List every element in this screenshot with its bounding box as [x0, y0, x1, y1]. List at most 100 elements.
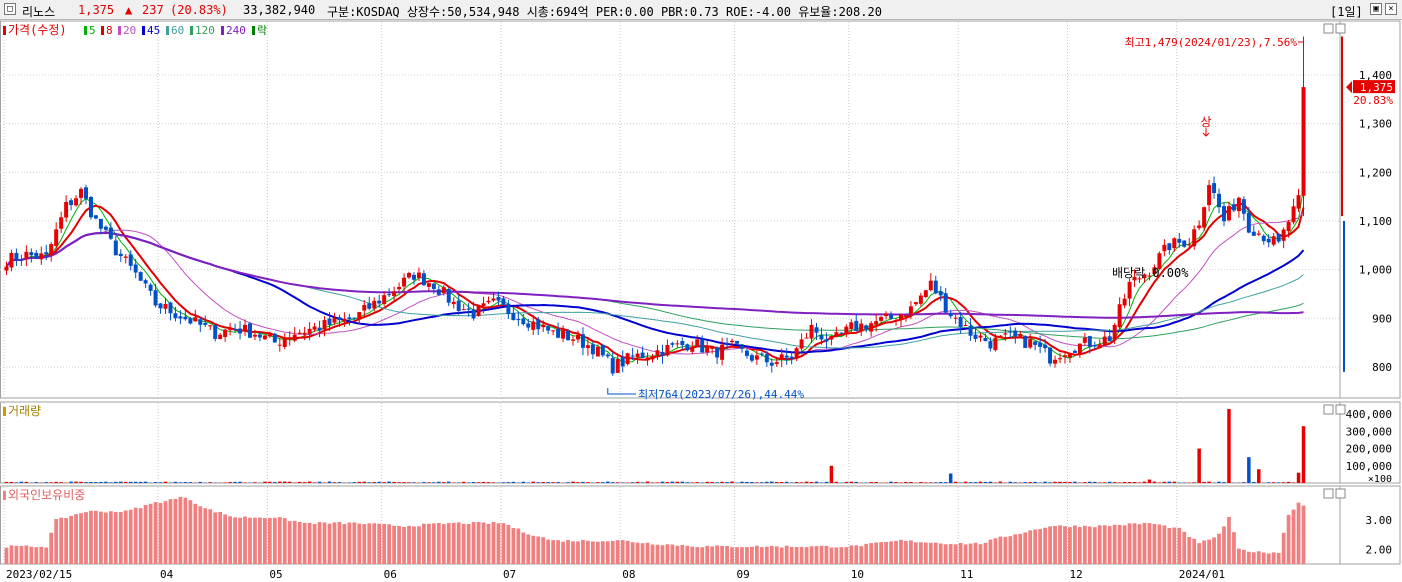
foreign-bar [238, 517, 242, 564]
foreign-bar [764, 546, 769, 564]
candle [819, 327, 824, 345]
candle-body [257, 334, 262, 338]
volume-bar [486, 482, 491, 483]
volume-bar [934, 482, 938, 483]
candle-body [829, 336, 834, 340]
foreign-bar [1048, 526, 1052, 564]
volume-bar [133, 481, 138, 483]
candle [272, 332, 277, 343]
volume-bar [615, 482, 620, 483]
pane-maximize-icon[interactable] [1323, 404, 1334, 415]
volume-bar [367, 482, 371, 483]
maximize-icon[interactable]: ▣ [1370, 3, 1382, 15]
candle [963, 320, 968, 326]
candle [665, 339, 670, 357]
candle-body [660, 351, 665, 357]
candle-body [143, 280, 148, 284]
close-icon[interactable]: × [1385, 3, 1397, 15]
candle [1092, 341, 1097, 350]
pane-close-icon[interactable] [1335, 23, 1346, 34]
candle-body [928, 280, 933, 291]
price-tick-label: 1,400 [1359, 69, 1392, 82]
candle [1062, 352, 1067, 364]
legend-marker [84, 26, 87, 35]
candle [1132, 269, 1137, 288]
foreign-bar [362, 524, 367, 564]
volume-bar [1152, 481, 1157, 483]
foreign-bar [834, 547, 839, 564]
foreign-bar [402, 526, 406, 564]
candle-body [1226, 206, 1231, 221]
volume-bar [1117, 482, 1122, 483]
candle [585, 338, 590, 356]
foreign-bar [1018, 533, 1023, 564]
legend-marker [101, 26, 104, 35]
volume-bar [297, 481, 302, 483]
ma-240-line [5, 231, 1304, 319]
volume-bar [447, 481, 451, 483]
volume-bar [476, 482, 481, 483]
candle-body [854, 320, 859, 331]
foreign-bar [799, 546, 804, 564]
foreign-bar [476, 521, 481, 564]
foreign-bar [1237, 548, 1241, 564]
candle-body [337, 317, 342, 321]
candle [774, 359, 779, 367]
candle [1226, 201, 1231, 222]
low-arrow-icon [607, 388, 636, 395]
volume-bar [943, 482, 948, 483]
candle [54, 222, 59, 253]
foreign-bar [750, 546, 754, 564]
annotations: 최고1,479(2024/01/23),7.56% 최저764(2023/07/2… [607, 36, 1305, 401]
candle [521, 313, 526, 326]
foreign-bar [263, 518, 267, 564]
candle-body [1142, 274, 1147, 279]
foreign-bar [759, 547, 764, 564]
volume-bar [665, 482, 670, 483]
candle [854, 314, 859, 332]
pane-maximize-icon[interactable] [1323, 23, 1334, 34]
pane-close-icon[interactable] [1335, 488, 1346, 499]
candle-body [754, 355, 759, 360]
candle-body [1008, 331, 1013, 333]
foreign-bar [1286, 514, 1291, 564]
pane-maximize-icon[interactable] [1323, 488, 1334, 499]
candle [317, 320, 322, 338]
current-price-marker-icon [1346, 81, 1352, 94]
foreign-bar [1192, 538, 1197, 564]
foreign-bar [133, 507, 138, 564]
candle-body [1023, 335, 1028, 348]
candle [1256, 230, 1261, 237]
volume-bar [725, 482, 729, 483]
foreign-bar [943, 544, 948, 564]
pane-close-icon[interactable] [1335, 404, 1346, 415]
candle [238, 321, 243, 340]
period-selector[interactable]: [1일] [1330, 5, 1363, 19]
candle-body [824, 339, 829, 342]
candle [1286, 220, 1291, 238]
candle-body [362, 305, 367, 311]
candle-body [411, 274, 416, 280]
candle-body [894, 320, 899, 322]
candle-body [1067, 353, 1072, 358]
volume-bar [84, 482, 88, 483]
volume-bar [775, 482, 779, 483]
volume-bar [337, 482, 342, 483]
stock-info: 구분:KOSDAQ 상장수:50,534,948 시총:694억 PER:0.0… [327, 5, 882, 19]
candle-body [1281, 229, 1286, 241]
foreign-bar [923, 542, 928, 564]
candle [739, 345, 744, 353]
candle-body [809, 324, 814, 339]
menu-icon[interactable]: □ [4, 3, 16, 15]
foreign-bar [496, 523, 501, 564]
candle [1212, 176, 1217, 199]
candle-body [367, 303, 372, 309]
candle [615, 353, 620, 373]
volume-bar [611, 482, 615, 483]
volume-bar [1142, 481, 1147, 483]
candle-body [710, 347, 715, 349]
volume-bar [1053, 481, 1057, 483]
candle-body [1167, 243, 1172, 251]
candle-body [9, 252, 14, 268]
foreign-bar [277, 517, 282, 564]
